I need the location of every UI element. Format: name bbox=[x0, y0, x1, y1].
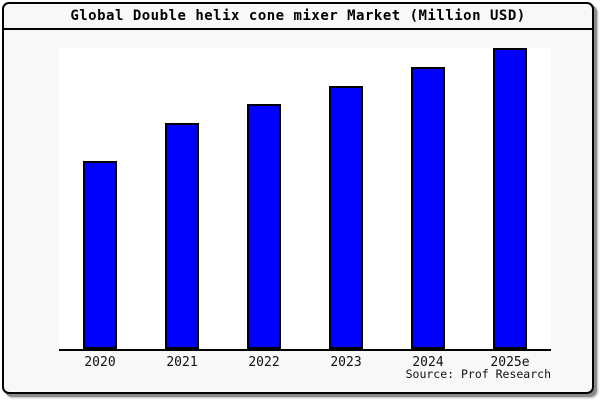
plot-area bbox=[59, 48, 551, 351]
x-tick-label-2022: 2022 bbox=[248, 355, 280, 370]
x-tick-label-2023: 2023 bbox=[330, 355, 362, 370]
bar-slot-2022 bbox=[223, 48, 305, 349]
bar-slot-2023 bbox=[305, 48, 387, 349]
title-band: Global Double helix cone mixer Market (M… bbox=[4, 4, 592, 30]
bar-2022 bbox=[247, 104, 281, 349]
chart-title: Global Double helix cone mixer Market (M… bbox=[70, 8, 526, 24]
x-tick-label-2024: 2024 bbox=[412, 355, 444, 370]
x-tick-label-2021: 2021 bbox=[166, 355, 198, 370]
bar-2024 bbox=[411, 67, 445, 349]
bar-2021 bbox=[165, 123, 199, 349]
x-tick-label-2020: 2020 bbox=[84, 355, 116, 370]
bar-slot-2021 bbox=[141, 48, 223, 349]
bar-slot-2025e bbox=[469, 48, 551, 349]
x-tick-label-2025e: 2025e bbox=[490, 355, 530, 370]
chart-frame: Global Double helix cone mixer Market (M… bbox=[2, 2, 594, 394]
bar-2020 bbox=[83, 161, 117, 349]
bar-2025e bbox=[493, 48, 527, 349]
bar-slot-2020 bbox=[59, 48, 141, 349]
source-credit: Source: Prof Research bbox=[405, 367, 551, 381]
x-axis-labels: 2020 2021 2022 2023 2024 2025e bbox=[59, 355, 551, 370]
bar-2023 bbox=[329, 86, 363, 349]
bar-slot-2024 bbox=[387, 48, 469, 349]
